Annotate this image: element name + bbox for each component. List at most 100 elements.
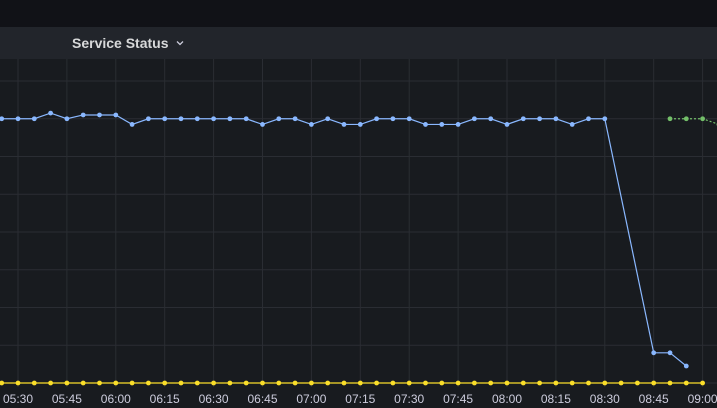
series-point <box>211 116 217 122</box>
series-point <box>520 380 526 386</box>
series-point <box>390 116 396 122</box>
series-point <box>64 380 70 386</box>
x-tick-label: 06:15 <box>150 392 180 406</box>
series-point <box>520 116 526 122</box>
series-point <box>243 380 249 386</box>
series-point <box>0 380 5 386</box>
series-point <box>586 380 591 386</box>
series-point <box>276 116 282 122</box>
series-point <box>406 116 412 122</box>
series-line <box>670 118 717 125</box>
series-point <box>700 116 705 122</box>
series-point <box>146 380 151 386</box>
x-tick-label: 08:15 <box>541 392 571 406</box>
series-point <box>276 380 282 386</box>
series-point <box>472 116 477 122</box>
series-point <box>15 380 21 386</box>
series-point <box>423 122 428 127</box>
series-point <box>683 363 689 369</box>
series-point <box>504 380 510 386</box>
series-point <box>683 380 689 386</box>
series-point <box>113 380 119 386</box>
series-point <box>667 350 673 356</box>
series-point <box>97 112 102 118</box>
series-point <box>423 380 428 386</box>
series-point <box>48 110 53 116</box>
panel-title: Service Status <box>72 35 169 51</box>
series-point <box>97 380 102 386</box>
series-point <box>341 122 347 127</box>
x-tick-label: 08:30 <box>590 392 620 406</box>
x-tick-label: 08:00 <box>492 392 522 406</box>
x-tick-label: 05:45 <box>52 392 82 406</box>
series-point <box>15 116 21 122</box>
series-point <box>569 122 575 127</box>
series-point <box>129 122 135 127</box>
series-point <box>374 380 379 386</box>
series-point <box>243 116 249 122</box>
panel-header: Service Status <box>0 27 717 59</box>
series-point <box>325 380 331 386</box>
series-point <box>0 116 5 122</box>
series-point <box>309 380 314 386</box>
series-point <box>553 380 559 386</box>
series-point <box>227 380 233 386</box>
x-tick-label: 07:00 <box>296 392 326 406</box>
series-point <box>260 122 265 127</box>
series-point <box>602 116 608 122</box>
series-point <box>455 122 461 127</box>
x-tick-label: 06:30 <box>199 392 229 406</box>
series-point <box>31 380 37 386</box>
series-point <box>194 380 200 386</box>
time-series-chart: 05:30 05:45 06:00 06:15 06:30 06:45 07:00 07:15… <box>0 59 717 406</box>
series-point <box>211 380 217 386</box>
x-tick-label: 07:15 <box>345 392 375 406</box>
series-point <box>113 112 119 118</box>
series-point <box>309 122 314 127</box>
series-point <box>439 122 445 127</box>
x-tick-label: 06:00 <box>101 392 131 406</box>
series-point <box>178 380 184 386</box>
x-tick-label: 06:45 <box>247 392 277 406</box>
x-tick-label: 09:00 <box>688 392 717 406</box>
series-point <box>162 380 168 386</box>
top-bar <box>0 0 717 26</box>
series-point <box>667 380 673 386</box>
series-point <box>406 380 412 386</box>
chart-area: 05:30 05:45 06:00 06:15 06:30 06:45 07:00 07:15… <box>0 59 717 408</box>
series-point <box>80 380 86 386</box>
series-point <box>80 112 86 118</box>
series-point <box>292 116 298 122</box>
series-point <box>439 380 445 386</box>
series-point <box>64 116 70 122</box>
series-point <box>178 116 184 122</box>
series-point <box>390 380 396 386</box>
series-point <box>683 116 689 122</box>
series-point <box>602 380 608 386</box>
series-point <box>325 116 331 122</box>
series-point <box>488 380 494 386</box>
series-point <box>667 116 673 122</box>
series-line <box>1 112 687 367</box>
series-point <box>227 116 233 122</box>
series-point <box>537 380 542 386</box>
x-tick-label: 05:30 <box>3 392 33 406</box>
panel-title-menu[interactable]: Service Status <box>72 27 185 59</box>
series-point <box>129 380 135 386</box>
chevron-down-icon <box>176 41 183 46</box>
series-point <box>537 116 542 122</box>
series-point <box>569 380 575 386</box>
series-point <box>553 116 559 122</box>
series-point <box>341 380 347 386</box>
series-point <box>504 122 510 127</box>
x-tick-label: 07:45 <box>443 392 473 406</box>
series-point <box>472 380 477 386</box>
series-point <box>374 116 379 122</box>
series-point <box>586 116 591 122</box>
series-point <box>357 122 363 127</box>
series-point <box>618 380 624 386</box>
series-point <box>700 380 705 386</box>
x-tick-label: 07:30 <box>394 392 424 406</box>
series-point <box>31 116 37 122</box>
series-point <box>260 380 265 386</box>
